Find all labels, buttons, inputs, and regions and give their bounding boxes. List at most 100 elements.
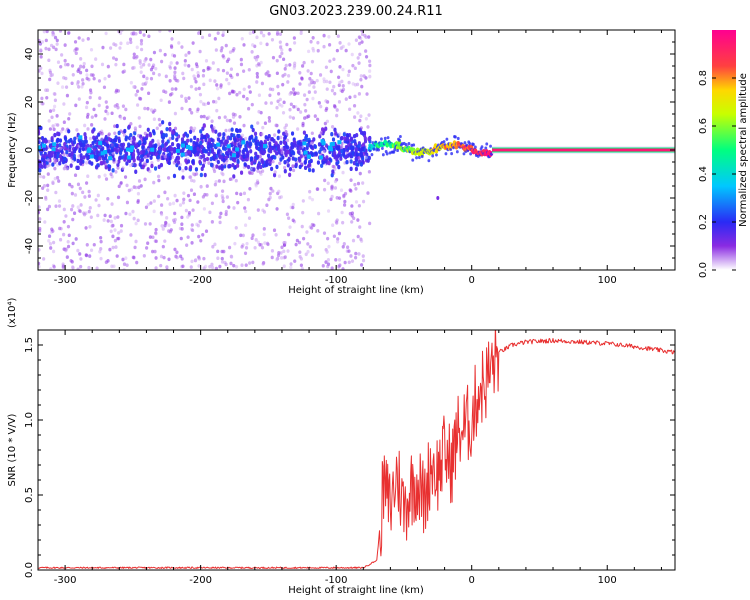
spectrogram-cell [282,57,286,62]
spectrogram-line-band-core [492,148,675,152]
spectrogram-cell [96,213,100,218]
spectrogram-cell [41,147,46,152]
spectrogram-cell [358,41,362,46]
spectrogram-cell [135,260,139,265]
top-x-tick-label: -100 [325,275,348,286]
spectrogram-cell [184,166,188,171]
spectrogram-cell [339,188,344,192]
spectrogram-cell [303,150,308,155]
spectrogram-cell [340,89,344,94]
spectrogram-cell [174,87,178,91]
spectrogram-cell [202,158,206,163]
spectrogram-cell [247,68,251,72]
spectrogram-cell [73,40,78,44]
spectrogram-cell [168,126,172,132]
spectrogram-cell [333,127,337,133]
spectrogram-cell [317,211,321,216]
spectrogram-cell [248,135,252,141]
spectrogram-cell [185,133,190,138]
spectrogram-cell [39,48,43,52]
spectrogram-cell [285,42,289,47]
spectrogram-cell [133,126,137,131]
spectrogram-cell [156,155,161,160]
spectrogram-cell [194,167,199,172]
spectrogram-cell [99,160,104,165]
spectrogram-cell [248,186,252,191]
spectrogram-cell [257,109,261,114]
spectrogram-cell [137,96,142,101]
spectrogram-cell [256,169,260,173]
spectrogram-cell [79,57,83,61]
spectrogram-cell [167,152,171,157]
spectrogram-cell [47,239,51,243]
spectrogram-cell [312,85,316,89]
spectrogram-cell [252,167,256,172]
spectrogram-cell [232,206,236,210]
spectrogram-cell [122,69,127,74]
spectrogram-cell [68,112,72,116]
spectrogram-cell [149,57,153,62]
spectrogram-cell [185,243,189,247]
colorbar-tick-label: 0.6 [698,118,709,134]
spectrogram-cell [174,132,179,137]
spectrogram-cell [296,107,300,112]
spectrogram-cell [114,57,118,62]
spectrogram-cell [84,135,88,140]
spectrogram-cell [292,36,296,40]
spectrogram-cell [269,186,273,191]
spectrogram-cell [277,174,282,178]
spectrogram-cell [38,217,42,221]
spectrogram-cell [288,166,293,172]
spectrogram-cell [311,96,315,101]
spectrogram-cell [364,116,368,121]
spectrogram-cell [175,255,179,260]
bottom-y-tick-label: 1.5 [24,337,35,353]
spectrogram-cell [311,168,315,173]
spectrogram-cell [201,102,206,106]
spectrogram-cell [420,154,424,159]
spectrogram-cell [240,133,245,138]
spectrogram-cell [225,118,229,123]
spectrogram-cell [190,259,194,264]
spectrogram-cell [95,135,99,140]
spectrogram-cell [135,54,139,59]
spectrogram-cell [319,104,323,109]
spectrogram-cell [207,137,212,143]
spectrogram-cell [342,203,347,207]
spectrogram-cell [189,165,193,170]
spectrogram-cell [51,147,56,152]
spectrogram-cell [256,54,260,59]
spectrogram-cell [302,93,307,97]
spectrogram-cell [253,131,258,136]
spectrogram-cell [157,164,161,170]
spectrogram-cell [173,73,177,78]
spectrogram-cell [331,223,335,228]
spectrogram-cell [274,123,278,128]
spectrogram-cell [51,33,55,37]
spectrogram-cell [310,226,314,230]
spectrogram-cell [214,179,218,184]
spectrogram-cell [151,129,156,134]
spectrogram-cell [325,155,329,160]
spectrogram-cell [310,197,315,202]
spectrogram-cell [149,140,153,146]
spectrogram-cell [53,166,57,171]
spectrogram-cell [51,124,55,128]
spectrogram-cell [117,231,121,235]
spectrogram-cell [103,117,107,121]
spectrogram-cell [366,125,370,129]
spectrogram-cell [157,178,161,183]
spectrogram-cell [301,121,305,126]
spectrogram-cell [58,237,63,242]
spectrogram-cell [55,143,59,148]
spectrogram-cell [67,139,71,144]
spectrogram-cell [188,146,193,151]
spectrogram-cell [296,127,300,131]
spectrogram-cell [191,172,196,176]
spectrogram-cell [76,82,80,86]
spectrogram-cell [330,124,335,129]
spectrogram-cell [265,203,269,208]
spectrogram-cell [164,133,168,138]
spectrogram-cell [218,264,222,269]
spectrogram-cell [321,264,325,268]
